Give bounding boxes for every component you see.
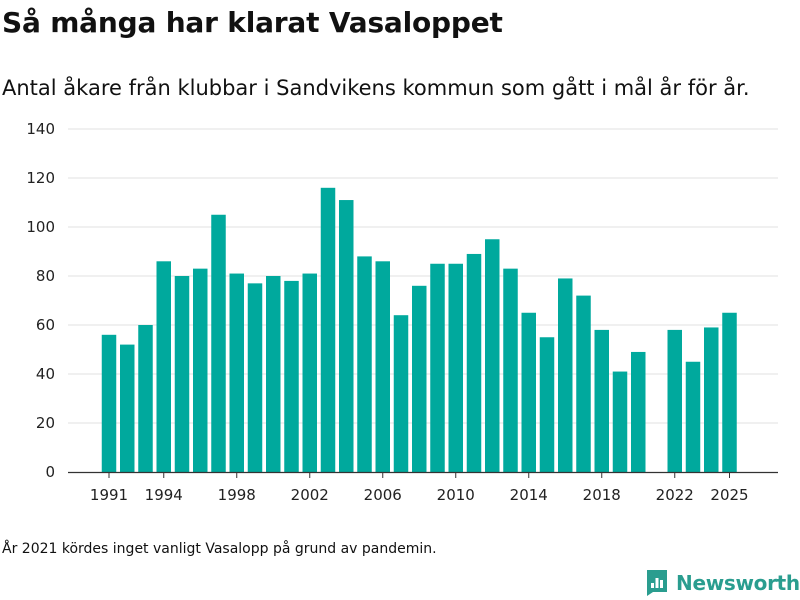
y-tick-label: 100 [26,218,55,236]
bar-2002 [302,273,317,472]
x-axis-tick-labels: 1991 1994 1998 2002 2006 2010 2014 2018 2022 2025 [90,473,749,504]
y-tick-label: 80 [36,267,55,285]
bar-1998 [229,273,244,472]
brand-logo[interactable]: Newsworthy [645,568,800,598]
bar-2007 [393,315,409,472]
bar-2019 [612,371,628,472]
x-tick-label: 2002 [291,486,329,504]
x-tick-label: 2010 [437,486,475,504]
bar-1997 [211,214,226,472]
y-tick-label: 140 [26,120,55,138]
bar-2016 [558,278,573,472]
footnote: År 2021 kördes inget vanligt Vasalopp på… [2,541,437,557]
newsworthy-logo-icon [647,570,667,596]
bar-2008 [412,285,427,472]
y-tick-label: 0 [45,463,55,481]
bar-1992 [120,344,135,472]
bar-2025 [722,312,737,472]
bar-2015 [539,337,555,472]
bar-2000 [266,276,281,472]
x-tick-label: 1991 [90,486,128,504]
bar-2009 [430,263,445,472]
bar-1996 [193,268,208,472]
x-tick-label: 2022 [656,486,694,504]
bar-1993 [138,325,153,472]
bar-2011 [466,253,482,472]
bar-2022 [667,329,682,472]
bar-1994 [156,261,171,472]
chart-subtitle: Antal åkare från klubbar i Sandvikens ko… [2,76,750,100]
bar-2012 [485,239,500,472]
y-tick-label: 60 [36,316,55,334]
x-tick-label: 1994 [145,486,183,504]
x-tick-label: 2014 [510,486,548,504]
bar-1999 [247,283,263,472]
bar-2023 [685,361,701,472]
bar-2014 [521,312,536,472]
y-tick-label: 120 [26,169,55,187]
bar-2020 [631,351,646,472]
x-tick-label: 2006 [364,486,402,504]
bar-2006 [375,261,390,472]
bar-2024 [704,327,719,472]
y-axis-tick-labels: 0 20 40 60 80 100 120 140 [26,120,55,481]
bar-2018 [594,329,609,472]
bar-2005 [357,256,372,472]
bar-2003 [320,187,336,473]
y-tick-label: 20 [36,414,55,432]
bars [101,187,737,473]
x-tick-label: 2018 [583,486,621,504]
bar-2013 [503,268,518,472]
bar-chart: 0 20 40 60 80 100 120 140 1991 1994 1998 2002 2006 2… [26,120,778,504]
bar-2010 [448,263,463,472]
bar-2004 [339,200,354,473]
bar-1995 [174,276,190,472]
y-tick-label: 40 [36,365,55,383]
x-tick-label: 2025 [710,486,748,504]
brand-name: Newsworthy [676,571,800,595]
x-tick-label: 1998 [218,486,256,504]
bar-2017 [576,295,591,472]
chart-title: Så många har klarat Vasaloppet [2,6,503,39]
bar-2001 [284,280,299,472]
bar-1991 [101,334,117,472]
